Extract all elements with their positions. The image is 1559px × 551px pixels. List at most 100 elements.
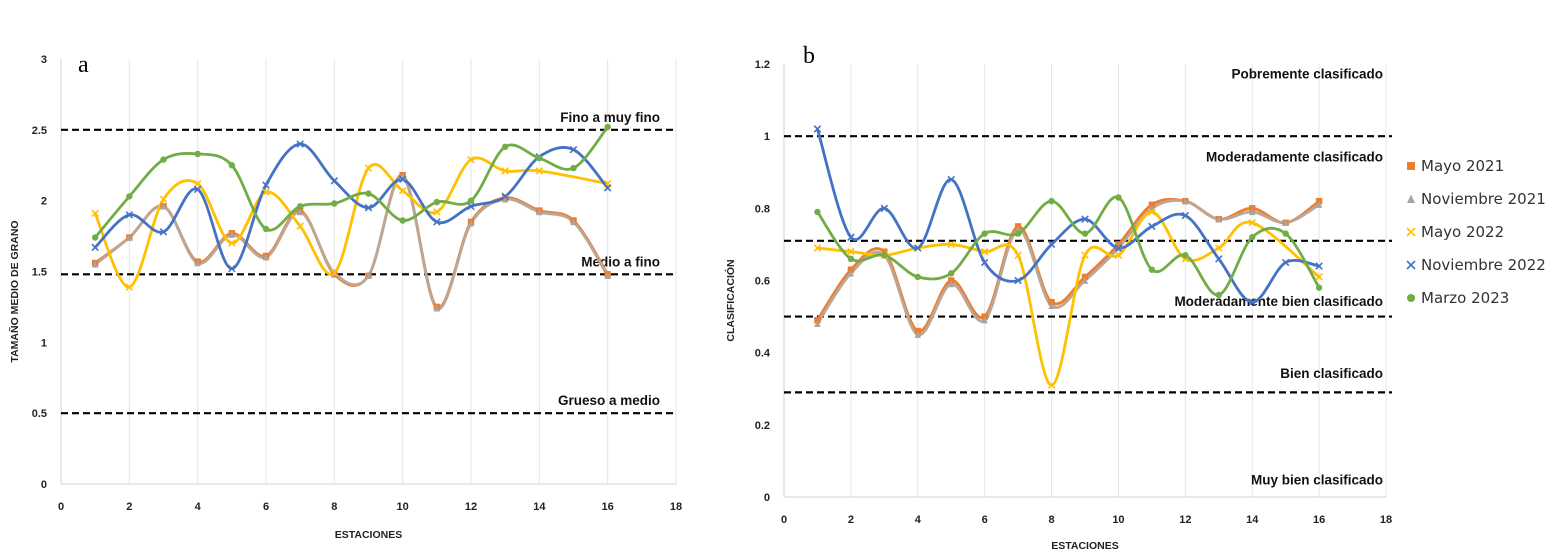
series-line bbox=[816, 198, 1321, 337]
y-tick-label: 1 bbox=[41, 337, 47, 349]
x-tick-label: 8 bbox=[331, 501, 337, 513]
data-point bbox=[1081, 276, 1089, 284]
data-point bbox=[1315, 273, 1323, 281]
data-point bbox=[1282, 230, 1289, 237]
data-point bbox=[981, 316, 988, 324]
x-tick-label: 14 bbox=[1246, 514, 1259, 526]
data-point bbox=[947, 175, 955, 184]
data-point bbox=[813, 244, 822, 252]
data-point bbox=[433, 208, 441, 216]
y-axis-title: TAMAÑO MEDIO DE GRANO bbox=[8, 220, 21, 362]
data-point bbox=[948, 270, 955, 277]
data-point bbox=[501, 195, 509, 203]
data-point bbox=[194, 150, 201, 158]
data-point bbox=[1215, 255, 1223, 263]
data-point bbox=[1114, 251, 1123, 260]
data-point bbox=[1182, 252, 1189, 259]
zone-label: Bien clasificado bbox=[1280, 366, 1383, 381]
data-point bbox=[1014, 276, 1022, 285]
data-point bbox=[91, 234, 99, 241]
legend-label: Mayo 2021 bbox=[1421, 157, 1504, 175]
y-tick-label: 0 bbox=[764, 492, 770, 504]
y-tick-label: 0.5 bbox=[32, 408, 47, 420]
legend-marker bbox=[1407, 162, 1415, 170]
data-point bbox=[1215, 291, 1222, 299]
data-point bbox=[262, 188, 270, 196]
data-point bbox=[501, 143, 509, 151]
x-tick-label: 4 bbox=[915, 514, 922, 526]
data-point bbox=[228, 264, 236, 273]
legend: Mayo 2021 Noviembre 2021 Mayo 2022 Noviembr… bbox=[1406, 157, 1546, 307]
data-point bbox=[847, 247, 855, 256]
data-point bbox=[467, 155, 475, 164]
data-point bbox=[296, 208, 304, 216]
data-point bbox=[847, 233, 855, 241]
data-point bbox=[193, 185, 202, 194]
data-point bbox=[160, 156, 167, 163]
x-tick-label: 18 bbox=[1380, 514, 1392, 526]
data-point bbox=[814, 208, 821, 216]
data-point bbox=[536, 208, 543, 216]
data-point bbox=[365, 272, 372, 279]
data-point bbox=[570, 164, 577, 172]
data-point bbox=[1014, 230, 1022, 237]
data-point bbox=[331, 200, 338, 207]
data-point bbox=[228, 239, 236, 247]
data-point bbox=[1047, 381, 1056, 389]
y-tick-label: 0.4 bbox=[755, 348, 771, 360]
legend-marker bbox=[1407, 194, 1415, 203]
data-point bbox=[569, 145, 578, 154]
data-point bbox=[467, 202, 475, 211]
data-point bbox=[1081, 215, 1089, 223]
y-tick-label: 1.5 bbox=[32, 267, 47, 279]
data-point bbox=[330, 269, 339, 277]
legend-marker bbox=[1406, 260, 1416, 270]
zone-label: Medio a fino bbox=[581, 254, 660, 269]
x-tick-label: 18 bbox=[670, 501, 682, 513]
data-point bbox=[1014, 251, 1022, 260]
y-tick-label: 0.2 bbox=[755, 420, 770, 432]
x-tick-label: 6 bbox=[263, 501, 269, 513]
data-point bbox=[399, 217, 406, 224]
data-point bbox=[1215, 215, 1222, 223]
data-point bbox=[1048, 302, 1055, 309]
data-point bbox=[914, 330, 921, 338]
series-line bbox=[93, 173, 610, 309]
legend-marker bbox=[1406, 227, 1416, 237]
data-point bbox=[1248, 298, 1256, 306]
data-point bbox=[1081, 230, 1089, 237]
y-axis-title: CLASIFICACIÓN bbox=[724, 259, 737, 341]
data-point bbox=[433, 218, 441, 226]
data-point bbox=[159, 195, 168, 204]
panel-label: a bbox=[78, 52, 89, 78]
y-tick-label: 0.8 bbox=[755, 203, 770, 215]
data-point bbox=[1114, 244, 1123, 252]
zone-label: Grueso a medio bbox=[558, 393, 660, 408]
legend-label: Noviembre 2021 bbox=[1421, 190, 1546, 208]
y-tick-label: 0.6 bbox=[755, 276, 770, 288]
data-point bbox=[881, 252, 888, 259]
x-tick-label: 0 bbox=[781, 514, 787, 526]
data-point bbox=[1315, 201, 1323, 208]
data-point bbox=[948, 280, 955, 288]
y-tick-label: 1.2 bbox=[755, 59, 770, 71]
data-point bbox=[467, 219, 475, 227]
data-point bbox=[1115, 194, 1122, 201]
data-point bbox=[1315, 262, 1323, 270]
data-point bbox=[501, 167, 509, 175]
data-point bbox=[1148, 266, 1156, 273]
zone-label: Fino a muy fino bbox=[560, 110, 660, 125]
data-point bbox=[398, 186, 407, 195]
y-tick-label: 2.5 bbox=[32, 125, 47, 137]
data-point bbox=[1181, 211, 1190, 220]
data-point bbox=[296, 203, 304, 210]
y-tick-label: 1 bbox=[764, 131, 770, 143]
zone-label: Moderadamente clasificado bbox=[1206, 149, 1383, 164]
data-point bbox=[1249, 208, 1256, 216]
data-point bbox=[1249, 234, 1256, 241]
data-point bbox=[125, 283, 134, 291]
data-point bbox=[365, 190, 372, 197]
x-tick-label: 6 bbox=[982, 514, 988, 526]
data-point bbox=[947, 240, 955, 249]
